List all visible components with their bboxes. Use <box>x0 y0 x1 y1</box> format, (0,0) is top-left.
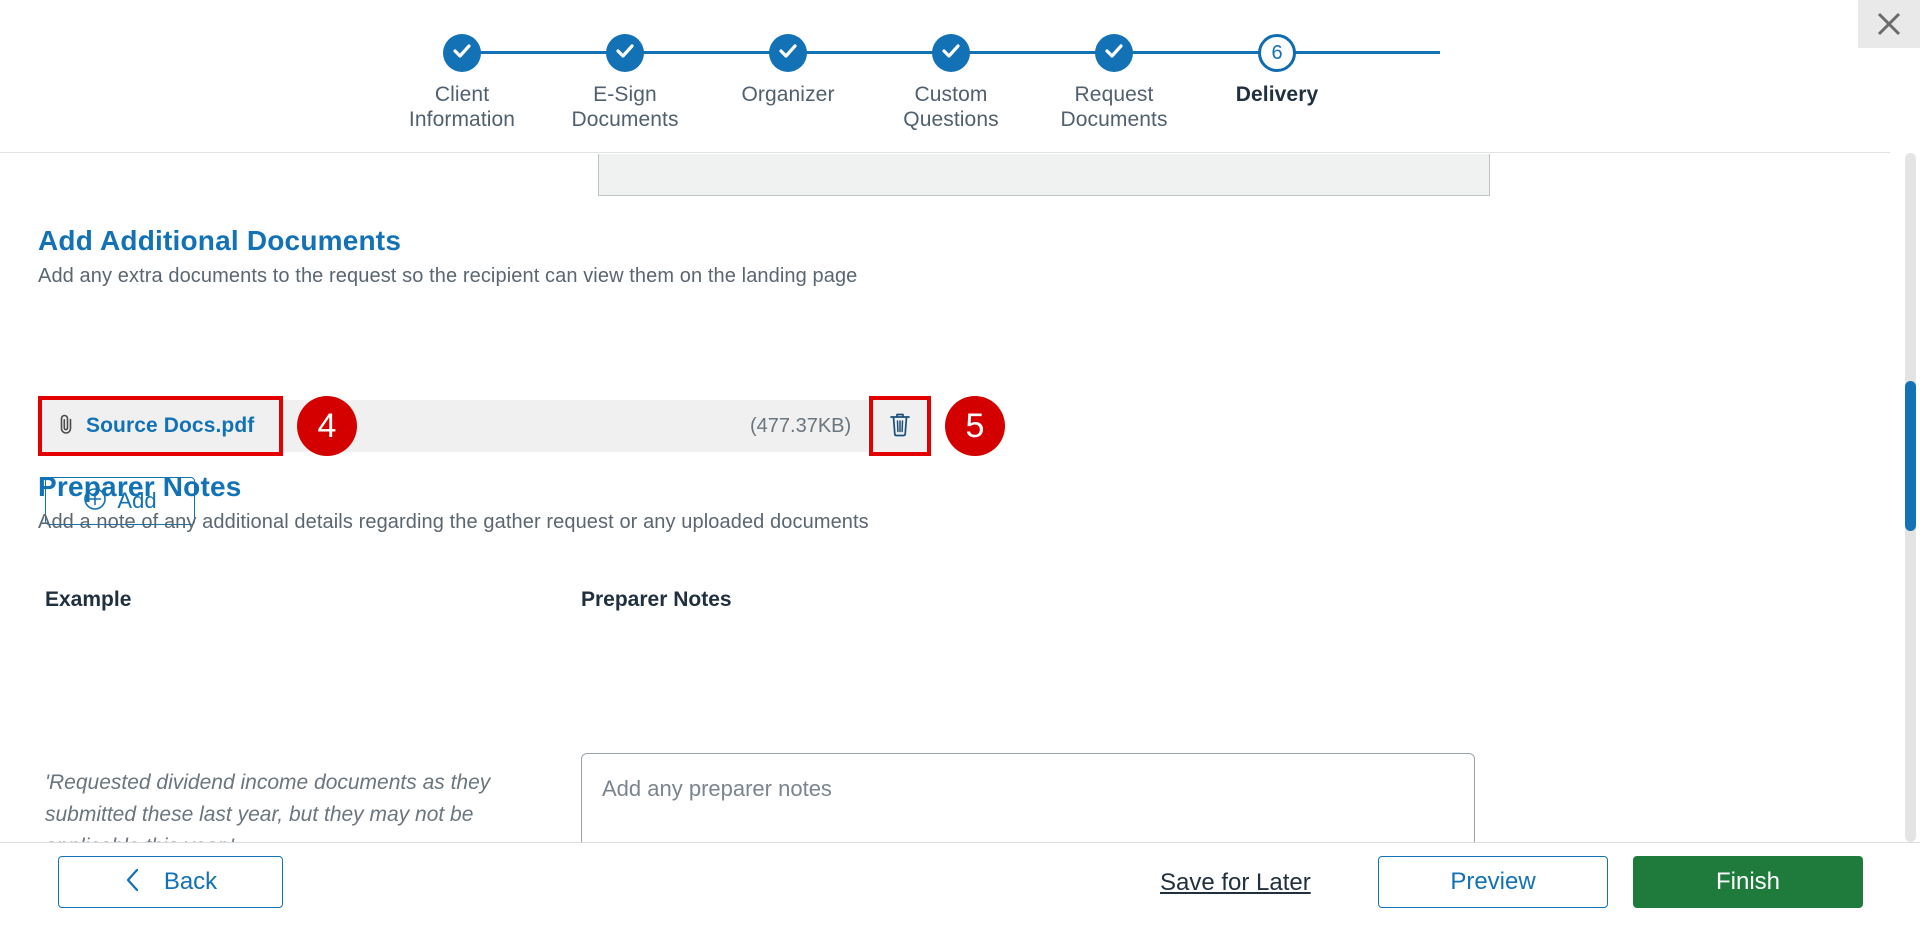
attached-file-row <box>38 400 868 452</box>
step-circle: 6 <box>1258 34 1296 72</box>
step-label-line1: Organizer <box>741 83 835 106</box>
wizard-stepper: Client Information E-Sign Documents <box>0 34 1858 152</box>
preview-button[interactable]: Preview <box>1378 856 1608 908</box>
step-circle <box>769 34 807 72</box>
scrollbar-thumb[interactable] <box>1905 381 1916 531</box>
close-button[interactable] <box>1858 0 1920 48</box>
step-label-line1: Delivery <box>1235 83 1319 106</box>
trash-icon <box>887 410 913 443</box>
stepper-step-client-information[interactable]: Client Information <box>362 34 562 132</box>
section-title-add-additional-documents: Add Additional Documents <box>38 225 402 256</box>
add-document-label: Add <box>117 488 157 513</box>
section-title-preparer-notes: Preparer Notes <box>38 471 242 502</box>
step-label-line2: Documents <box>1060 108 1168 131</box>
vertical-scrollbar[interactable] <box>1905 153 1916 842</box>
check-icon <box>614 40 636 67</box>
stepper-step-esign-documents[interactable]: E-Sign Documents <box>525 34 725 132</box>
delete-file-button[interactable] <box>869 396 931 456</box>
close-icon <box>1875 10 1903 38</box>
wizard-footer: Back Save for Later Preview Finish <box>0 842 1920 947</box>
step-circle <box>932 34 970 72</box>
stepper-step-custom-questions[interactable]: Custom Questions <box>851 34 1051 132</box>
attached-file-size: (477.37KB) <box>750 415 852 437</box>
preparer-notes-input[interactable]: Add any preparer notes <box>581 753 1475 842</box>
annotation-badge-5: 5 <box>945 396 1005 456</box>
preparer-notes-field-label: Preparer Notes <box>581 588 732 611</box>
attached-file-name: Source Docs.pdf <box>86 414 255 437</box>
step-circle <box>1095 34 1133 72</box>
annotation-badge-4: 4 <box>297 396 357 456</box>
attached-file-link[interactable]: Source Docs.pdf <box>38 396 283 456</box>
step-label-line1: Request <box>1074 83 1154 106</box>
step-label-line1: E-Sign <box>593 83 657 106</box>
check-icon <box>777 40 799 67</box>
step-circle <box>443 34 481 72</box>
chevron-left-icon <box>124 867 142 898</box>
back-button[interactable]: Back <box>58 856 283 908</box>
stepper-step-delivery[interactable]: 6 Delivery <box>1177 34 1377 107</box>
example-text: 'Requested dividend income documents as … <box>45 771 491 842</box>
step-number: 6 <box>1271 42 1283 64</box>
check-icon <box>451 40 473 67</box>
stepper-step-organizer[interactable]: Organizer <box>688 34 888 107</box>
section-subtitle-add-additional-documents: Add any extra documents to the request s… <box>38 265 858 287</box>
back-label: Back <box>163 868 218 895</box>
step-label-line2: Documents <box>571 108 679 131</box>
finish-label: Finish <box>1715 868 1781 895</box>
add-document-button[interactable]: Add <box>45 477 195 525</box>
wizard-content: Add Additional Documents Add any extra d… <box>0 152 1890 842</box>
plus-circle-icon <box>83 487 107 516</box>
finish-button[interactable]: Finish <box>1633 856 1863 908</box>
section-subtitle-preparer-notes: Add a note of any additional details reg… <box>38 511 869 533</box>
step-label-line2: Questions <box>903 108 999 131</box>
paperclip-icon <box>56 413 76 440</box>
step-circle <box>606 34 644 72</box>
save-for-later-link[interactable]: Save for Later <box>1160 869 1311 896</box>
stepper-step-request-documents[interactable]: Request Documents <box>1014 34 1214 132</box>
check-icon <box>1103 40 1125 67</box>
example-heading: Example <box>45 588 132 611</box>
preview-label: Preview <box>1450 868 1536 895</box>
check-icon <box>940 40 962 67</box>
step-label-line1: Client <box>434 83 490 106</box>
scrolled-panel-remnant <box>598 154 1490 196</box>
step-label-line1: Custom <box>914 83 988 106</box>
step-label-line2: Information <box>408 108 516 131</box>
